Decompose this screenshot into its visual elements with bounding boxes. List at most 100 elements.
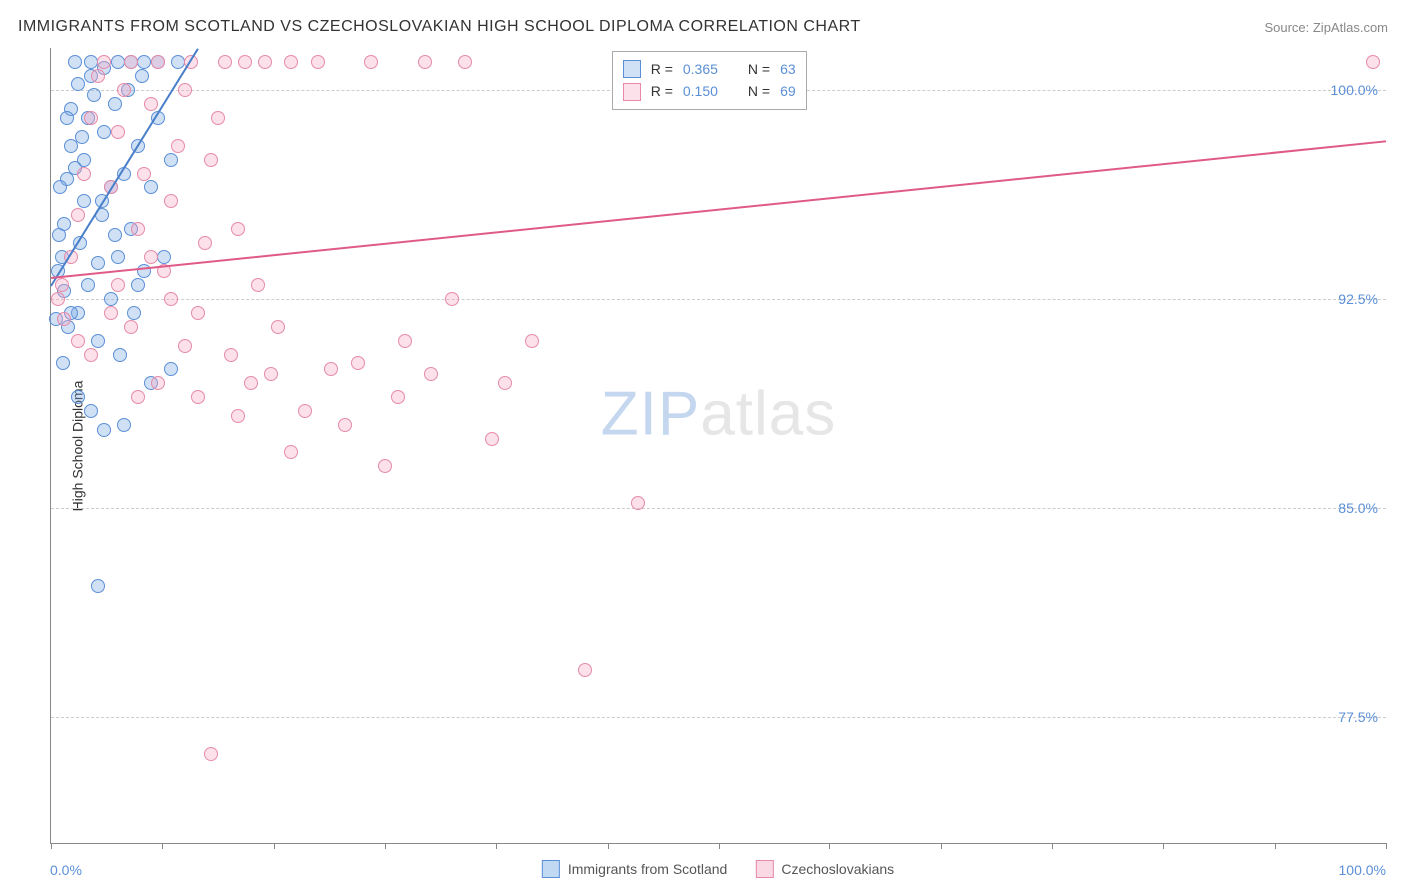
data-point bbox=[191, 306, 205, 320]
data-point bbox=[71, 77, 85, 91]
data-point bbox=[131, 278, 145, 292]
data-point bbox=[84, 404, 98, 418]
data-point bbox=[135, 69, 149, 83]
n-value: 69 bbox=[780, 80, 796, 102]
legend-swatch bbox=[623, 83, 641, 101]
data-point bbox=[231, 409, 245, 423]
data-point bbox=[77, 194, 91, 208]
data-point bbox=[53, 180, 67, 194]
data-point bbox=[311, 55, 325, 69]
data-point bbox=[124, 320, 138, 334]
data-point bbox=[84, 111, 98, 125]
data-point bbox=[111, 55, 125, 69]
data-point bbox=[97, 125, 111, 139]
data-point bbox=[144, 180, 158, 194]
data-point bbox=[127, 306, 141, 320]
data-point bbox=[424, 367, 438, 381]
data-point bbox=[164, 292, 178, 306]
data-point bbox=[111, 278, 125, 292]
watermark-bold: ZIP bbox=[601, 379, 700, 448]
data-point bbox=[117, 418, 131, 432]
data-point bbox=[398, 334, 412, 348]
x-tick-min: 0.0% bbox=[50, 862, 82, 878]
data-point bbox=[91, 334, 105, 348]
data-point bbox=[97, 55, 111, 69]
data-point bbox=[151, 376, 165, 390]
y-tick-label: 77.5% bbox=[1338, 709, 1378, 725]
data-point bbox=[191, 390, 205, 404]
grid-line bbox=[51, 717, 1386, 718]
x-tick bbox=[1386, 843, 1387, 849]
data-point bbox=[485, 432, 499, 446]
data-point bbox=[57, 312, 71, 326]
data-point bbox=[71, 334, 85, 348]
data-point bbox=[244, 376, 258, 390]
source-label: Source: ZipAtlas.com bbox=[1264, 20, 1388, 35]
data-point bbox=[391, 390, 405, 404]
data-point bbox=[111, 125, 125, 139]
data-point bbox=[151, 55, 165, 69]
data-point bbox=[178, 339, 192, 353]
r-value: 0.150 bbox=[683, 80, 718, 102]
legend-swatch bbox=[542, 860, 560, 878]
x-tick-max: 100.0% bbox=[1339, 862, 1386, 878]
data-point bbox=[284, 445, 298, 459]
data-point bbox=[108, 228, 122, 242]
trend-line bbox=[51, 140, 1386, 279]
data-point bbox=[378, 459, 392, 473]
data-point bbox=[60, 111, 74, 125]
title-bar: IMMIGRANTS FROM SCOTLAND VS CZECHOSLOVAK… bbox=[18, 18, 1388, 36]
data-point bbox=[204, 747, 218, 761]
x-tick bbox=[941, 843, 942, 849]
data-point bbox=[198, 236, 212, 250]
plot-area: ZIPatlas R =0.365N =63R =0.150N =69 100.… bbox=[50, 48, 1386, 844]
stats-legend-row: R =0.365N =63 bbox=[623, 58, 796, 80]
data-point bbox=[525, 334, 539, 348]
stats-legend: R =0.365N =63R =0.150N =69 bbox=[612, 51, 807, 110]
data-point bbox=[71, 208, 85, 222]
r-value: 0.365 bbox=[683, 58, 718, 80]
series-legend: Immigrants from ScotlandCzechoslovakians bbox=[542, 860, 894, 878]
data-point bbox=[84, 55, 98, 69]
data-point bbox=[51, 292, 65, 306]
data-point bbox=[131, 390, 145, 404]
data-point bbox=[324, 362, 338, 376]
data-point bbox=[271, 320, 285, 334]
data-point bbox=[84, 348, 98, 362]
data-point bbox=[298, 404, 312, 418]
data-point bbox=[251, 278, 265, 292]
watermark: ZIPatlas bbox=[601, 378, 836, 449]
data-point bbox=[104, 292, 118, 306]
data-point bbox=[164, 153, 178, 167]
data-point bbox=[498, 376, 512, 390]
data-point bbox=[224, 348, 238, 362]
data-point bbox=[124, 55, 138, 69]
data-point bbox=[264, 367, 278, 381]
grid-line bbox=[51, 508, 1386, 509]
y-tick-label: 92.5% bbox=[1338, 291, 1378, 307]
data-point bbox=[631, 496, 645, 510]
data-point bbox=[91, 256, 105, 270]
x-tick bbox=[608, 843, 609, 849]
data-point bbox=[68, 55, 82, 69]
legend-label: Immigrants from Scotland bbox=[568, 861, 728, 877]
n-label: N = bbox=[748, 80, 770, 102]
data-point bbox=[144, 97, 158, 111]
watermark-light: atlas bbox=[700, 379, 836, 448]
data-point bbox=[131, 222, 145, 236]
data-point bbox=[108, 97, 122, 111]
legend-swatch bbox=[755, 860, 773, 878]
data-point bbox=[338, 418, 352, 432]
data-point bbox=[104, 306, 118, 320]
data-point bbox=[117, 83, 131, 97]
x-tick bbox=[162, 843, 163, 849]
data-point bbox=[77, 167, 91, 181]
data-point bbox=[351, 356, 365, 370]
data-point bbox=[75, 130, 89, 144]
data-point bbox=[71, 390, 85, 404]
plot-wrapper: ZIPatlas R =0.365N =63R =0.150N =69 100.… bbox=[50, 48, 1386, 844]
legend-item: Immigrants from Scotland bbox=[542, 860, 728, 878]
stats-legend-row: R =0.150N =69 bbox=[623, 80, 796, 102]
data-point bbox=[137, 55, 151, 69]
data-point bbox=[137, 167, 151, 181]
